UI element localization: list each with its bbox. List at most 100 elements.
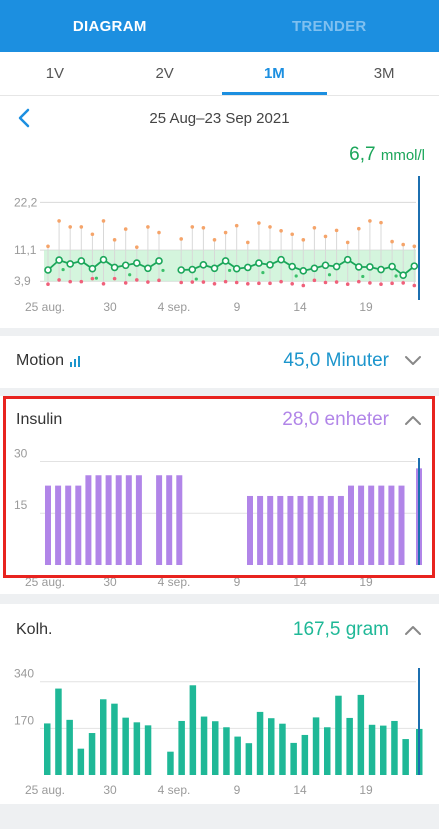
bar-chart-icon [70, 356, 81, 367]
reading-point [94, 276, 98, 280]
high-point [135, 245, 139, 249]
low-point [223, 279, 228, 284]
x-tick-label: 9 [234, 300, 241, 314]
low-point [46, 282, 50, 287]
insulin-bar [105, 475, 112, 565]
insulin-bar [115, 475, 122, 565]
insulin-bar [247, 495, 253, 565]
carbs-bar [212, 721, 219, 775]
tab-diagram[interactable]: DIAGRAM [72, 17, 147, 35]
insulin-bar [125, 475, 132, 565]
motion-value: 45,0 Minuter [283, 350, 389, 371]
carbs-bar [44, 723, 51, 775]
reading-point [294, 274, 298, 278]
y-tick-label: 11,1 [14, 243, 37, 257]
x-tick-label: 4 sep. [158, 575, 191, 589]
insulin-bar [378, 485, 385, 565]
low-point [112, 276, 117, 281]
low-point [279, 279, 283, 284]
carbs-bar [55, 688, 62, 775]
high-point [79, 225, 84, 229]
expand-button[interactable] [403, 351, 423, 371]
high-point [312, 225, 317, 230]
x-tick-label: 25 aug. [25, 300, 65, 314]
glucose-point [66, 260, 74, 268]
glucose-point [310, 264, 319, 273]
x-tick-label: 25 aug. [25, 783, 65, 797]
date-range-label: 25 Aug–23 Sep 2021 [149, 109, 290, 127]
collapse-button[interactable] [403, 620, 423, 640]
reading-point [61, 267, 65, 272]
insulin-card[interactable]: Insulin 28,0 enheter 30 15 25 aug. 30 4 sep.… [0, 396, 439, 594]
low-point [90, 276, 95, 281]
x-tick-label: 19 [359, 300, 373, 314]
insulin-value: 28,0 enheter [282, 409, 389, 430]
high-point [46, 244, 50, 249]
high-point [323, 234, 328, 239]
target-range-band [44, 250, 416, 282]
insulin-bar [307, 495, 314, 565]
reading-point [128, 273, 132, 277]
glucose-point [110, 263, 119, 272]
tab-trender[interactable]: TRENDER [291, 17, 367, 35]
carbs-bar [301, 734, 309, 775]
range-tab-3m[interactable]: 3M [373, 65, 395, 82]
range-tab-1m[interactable]: 1M [220, 52, 330, 95]
high-point [412, 244, 417, 249]
carbs-bar [234, 736, 241, 775]
chevron-up-icon [405, 626, 421, 635]
high-point [90, 232, 95, 237]
motion-card[interactable]: Motion 45,0 Minuter [0, 336, 439, 388]
collapse-button[interactable] [403, 410, 423, 430]
reading-point [161, 268, 165, 273]
low-point [412, 283, 417, 288]
insulin-chart: 30 15 25 aug. 30 4 sep. 9 14 19 [14, 446, 422, 589]
back-button[interactable] [12, 104, 36, 132]
high-point [257, 221, 261, 225]
glucose-card[interactable]: 6,7 mmol/l 22,2 11,1 3,9 25 aug. 30 4 sep. 9 14… [0, 140, 439, 328]
glucose-point [44, 266, 52, 274]
low-point [390, 281, 394, 286]
y-tick-label: 170 [14, 713, 34, 727]
x-tick-label: 30 [103, 575, 117, 589]
low-point [290, 281, 295, 286]
low-point [357, 279, 361, 284]
chevron-down-icon [405, 356, 421, 365]
x-tick-label: 30 [103, 300, 117, 314]
insulin-bar [287, 495, 294, 565]
glucose-point [244, 263, 252, 272]
carbs-bar [200, 716, 208, 775]
glucose-point [299, 267, 308, 275]
insulin-bar [317, 495, 324, 565]
insulin-bar [176, 475, 183, 565]
glucose-point [188, 265, 197, 274]
carbs-value: 167,5 gram [292, 619, 389, 640]
low-point [257, 281, 261, 286]
range-tab-2v[interactable]: 2V [155, 65, 174, 82]
high-point [57, 219, 61, 223]
low-point [401, 281, 406, 285]
glucose-point [399, 271, 408, 279]
low-point [234, 280, 239, 285]
glucose-point [99, 255, 108, 264]
insulin-bar [85, 475, 92, 565]
glucose-chart: 22,2 11,1 3,9 25 aug. 30 4 sep. 9 14 19 [14, 176, 420, 314]
high-point [234, 223, 239, 228]
carbs-bar [268, 718, 275, 775]
x-tick-label: 9 [234, 783, 241, 797]
insulin-bar [257, 495, 264, 565]
y-tick-label: 22,2 [14, 195, 38, 209]
carbs-card[interactable]: Kolh. 167,5 gram 340 170 25 aug. 30 4 sep. 9 1… [0, 604, 439, 804]
high-point [201, 225, 206, 230]
high-point [68, 225, 72, 229]
high-point [390, 239, 394, 244]
low-point [190, 280, 195, 284]
high-point [179, 237, 183, 241]
glucose-point [144, 264, 152, 273]
low-point [212, 281, 217, 286]
glucose-point [255, 259, 263, 267]
insulin-bar [297, 495, 304, 565]
glucose-point [133, 259, 141, 267]
range-tab-1v[interactable]: 1V [45, 65, 65, 82]
high-point [112, 238, 117, 242]
